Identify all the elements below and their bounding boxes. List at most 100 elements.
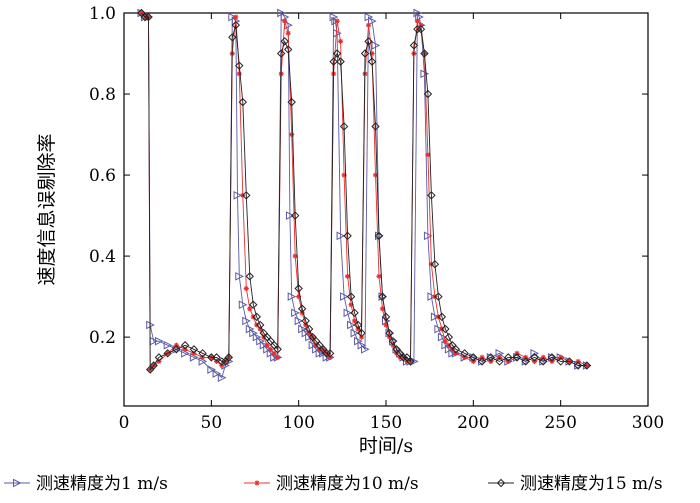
data-point xyxy=(333,28,342,38)
data-point xyxy=(276,49,286,58)
x-tick-label: 0 xyxy=(119,413,130,433)
data-point xyxy=(521,357,530,366)
data-point xyxy=(434,324,444,334)
data-point xyxy=(242,191,251,200)
y-tick-label: 0.4 xyxy=(89,247,116,267)
data-point xyxy=(350,308,359,318)
data-point xyxy=(243,285,249,292)
legend-item-1: 测速精度为1 m/s xyxy=(4,474,168,494)
axis-ticks xyxy=(123,12,649,406)
data-point xyxy=(406,357,415,366)
data-point xyxy=(379,306,386,312)
data-point xyxy=(353,320,363,330)
data-point xyxy=(144,12,153,22)
data-point xyxy=(339,122,349,131)
data-point xyxy=(399,353,408,362)
data-point xyxy=(154,336,164,346)
data-point xyxy=(378,292,387,301)
data-point xyxy=(388,336,398,346)
y-tick-label: 1.0 xyxy=(89,4,116,24)
x-tick-label: 50 xyxy=(201,413,223,433)
data-point xyxy=(486,353,496,362)
data-point xyxy=(325,349,335,358)
plot-area xyxy=(123,8,649,407)
data-point xyxy=(256,320,265,330)
data-point xyxy=(163,340,173,350)
data-point xyxy=(357,328,366,338)
legend-item-3: 测速精度为15 m/s xyxy=(488,474,663,494)
data-point xyxy=(294,284,303,293)
data-point xyxy=(238,97,247,107)
data-point xyxy=(347,320,356,330)
data-point xyxy=(425,152,431,158)
x-tick-label: 250 xyxy=(544,413,576,433)
data-point xyxy=(322,349,331,358)
data-point xyxy=(245,272,254,281)
data-point xyxy=(149,361,158,370)
data-point xyxy=(414,18,421,24)
data-point xyxy=(252,312,261,322)
data-point xyxy=(336,231,346,241)
data-point xyxy=(437,312,447,322)
data-point xyxy=(154,353,164,362)
data-point xyxy=(337,38,344,44)
data-point xyxy=(582,361,592,370)
data-point xyxy=(268,346,274,352)
data-point xyxy=(385,328,394,338)
data-point xyxy=(172,345,181,354)
data-point xyxy=(376,273,382,279)
data-point xyxy=(460,349,469,358)
data-point xyxy=(163,349,172,358)
data-point xyxy=(138,10,145,16)
x-axis-label: 时间/s xyxy=(359,435,413,457)
data-point xyxy=(430,312,440,322)
data-point xyxy=(228,33,237,42)
legend-marker xyxy=(496,478,506,488)
data-point xyxy=(289,131,295,138)
data-point xyxy=(212,353,221,362)
data-point xyxy=(441,324,450,334)
data-point xyxy=(301,316,310,326)
data-point xyxy=(374,231,384,241)
data-point xyxy=(180,341,190,350)
tick-labels: 0 50 100 150 200 250 300 0.2 0.4 0.6 0.8 1.0 xyxy=(89,4,664,433)
data-point xyxy=(329,57,338,66)
data-point xyxy=(242,316,251,326)
y-tick-label: 0.2 xyxy=(89,328,116,348)
x-tick-label: 300 xyxy=(632,413,664,433)
data-point xyxy=(343,308,353,318)
data-point xyxy=(235,61,244,70)
data-point xyxy=(365,22,372,28)
data-point xyxy=(451,345,461,354)
data-point xyxy=(565,357,574,366)
legend-label: 测速精度为15 m/s xyxy=(520,474,663,494)
data-point xyxy=(273,345,282,354)
data-point xyxy=(189,345,199,354)
data-point xyxy=(346,292,356,301)
data-point xyxy=(372,172,379,178)
x-tick-label: 200 xyxy=(457,413,489,433)
data-point xyxy=(504,353,513,362)
data-point xyxy=(283,45,293,54)
data-point xyxy=(249,300,258,309)
series-line xyxy=(141,12,587,371)
data-point xyxy=(291,308,300,318)
data-point xyxy=(437,332,447,342)
data-point xyxy=(247,306,253,312)
data-point xyxy=(238,300,248,310)
data-point xyxy=(235,272,244,281)
y-tick-label: 0.6 xyxy=(89,166,116,186)
data-point xyxy=(287,97,296,107)
data-point xyxy=(413,24,422,34)
data-point xyxy=(361,344,370,354)
data-point xyxy=(236,71,242,77)
data-point xyxy=(212,369,222,378)
data-point xyxy=(423,89,433,99)
data-point xyxy=(264,342,270,348)
data-point xyxy=(287,292,297,301)
data-point xyxy=(427,191,436,200)
data-point xyxy=(371,122,380,131)
data-point xyxy=(409,41,419,50)
series-3 xyxy=(137,8,592,374)
series-line xyxy=(141,11,587,379)
